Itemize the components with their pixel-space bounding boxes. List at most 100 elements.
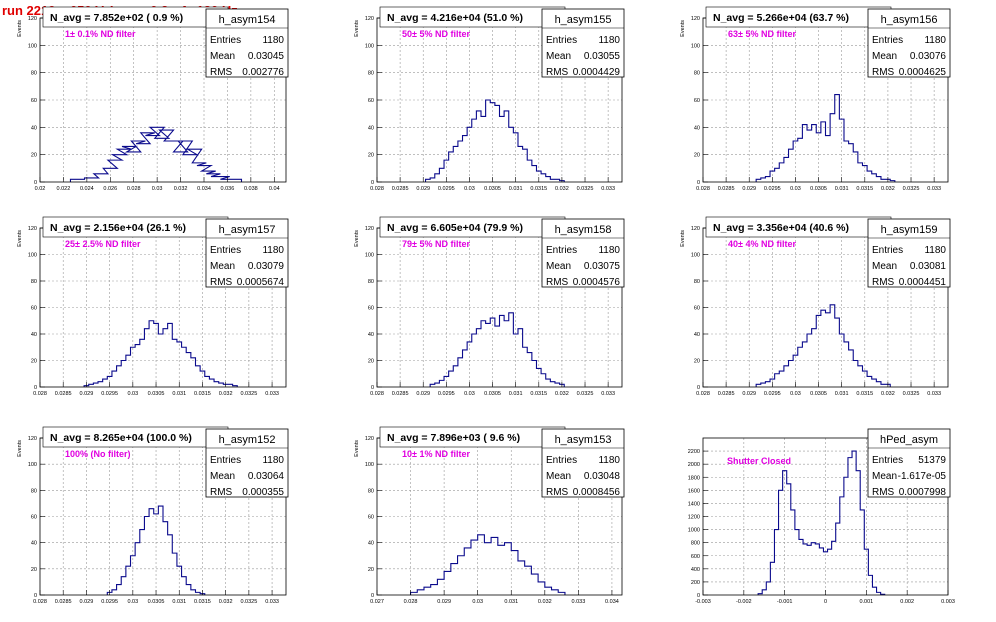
x-tick-label: 0.024 [80, 186, 94, 192]
x-tick-label: 0.029 [416, 186, 430, 192]
y-tick-label: 60 [368, 98, 374, 104]
y-tick-label: 20 [31, 359, 37, 365]
y-tick-label: 20 [694, 153, 700, 159]
y-tick-label: 120 [691, 226, 700, 232]
y-tick-label: 20 [31, 567, 37, 573]
x-tick-label: 0.027 [370, 599, 384, 605]
plot-title: N_avg = 8.265e+04 (100.0 %) [50, 432, 192, 444]
histogram-pad-h_asym159: 0.028 0.0285 0.029 0.0295 0.03 0.0305 0.031 0.0… [680, 216, 951, 397]
x-tick-label: 0.03 [127, 599, 138, 605]
y-tick-label: 80 [694, 279, 700, 285]
stats-key: RMS [872, 277, 895, 288]
x-tick-label: 0.028 [33, 599, 47, 605]
x-tick-label: 0.04 [269, 186, 280, 192]
x-tick-label: 0.0315 [856, 391, 873, 397]
stats-key: RMS [210, 277, 233, 288]
x-tick-label: 0.0315 [530, 186, 547, 192]
y-tick-label: 60 [31, 306, 37, 312]
stats-box [541, 8, 625, 78]
stats-value: 0.0008456 [573, 487, 621, 498]
x-tick-label: 0.033 [601, 391, 615, 397]
stats-name: h_asym152 [219, 434, 276, 446]
filter-note: 40± 4% ND filter [728, 239, 796, 249]
filter-note: 100% (No filter) [65, 449, 131, 459]
stats-value: 0.03045 [248, 51, 285, 62]
stats-key: Mean [210, 261, 235, 272]
x-tick-label: 0.0285 [718, 186, 735, 192]
y-axis-label: Events [354, 440, 360, 457]
y-tick-label: 1600 [688, 488, 700, 494]
x-tick-label: 0.028 [33, 391, 47, 397]
stats-key: Mean [546, 261, 571, 272]
y-tick-label: 80 [368, 488, 374, 494]
y-tick-label: 100 [691, 43, 700, 49]
x-tick-label: 0.001 [859, 599, 873, 605]
x-tick-label: 0.038 [244, 186, 258, 192]
x-tick-label: 0.03 [790, 391, 801, 397]
y-tick-label: 100 [365, 43, 374, 49]
y-tick-label: 80 [368, 71, 374, 77]
stats-key: Mean [872, 261, 897, 272]
x-tick-label: 0.0315 [530, 391, 547, 397]
y-tick-label: 40 [31, 332, 37, 338]
filter-note: 10± 1% ND filter [402, 449, 470, 459]
x-tick-label: 0.036 [221, 186, 235, 192]
stats-name: h_asym153 [555, 434, 612, 446]
stats-value: 0.0007998 [899, 487, 947, 498]
histogram-series [106, 505, 206, 595]
x-tick-label: 0.0315 [856, 186, 873, 192]
stats-box [867, 218, 951, 288]
stats-name: h_asym156 [881, 14, 938, 26]
y-tick-label: 100 [365, 253, 374, 259]
histogram-pad-hPed_asym: -0.003 -0.002 -0.001 0 0.001 0.002 0.003 0 200 40… [688, 428, 955, 605]
plot-title: N_avg = 7.852e+02 ( 0.9 %) [50, 12, 183, 24]
x-tick-label: 0.031 [835, 391, 849, 397]
stats-key: Mean [546, 51, 571, 62]
x-tick-label: 0.031 [172, 599, 186, 605]
histogram-pad-h_asym153: 0.027 0.028 0.029 0.03 0.031 0.032 0.033 0.034 0… [354, 426, 625, 605]
stats-box [205, 218, 289, 288]
x-tick-label: 0.028 [370, 186, 384, 192]
y-tick-label: 80 [31, 488, 37, 494]
stats-value: 1180 [262, 245, 284, 256]
x-tick-label: 0.029 [80, 391, 94, 397]
plot-title: N_avg = 2.156e+04 (26.1 %) [50, 222, 186, 234]
x-tick-label: 0.032 [881, 391, 895, 397]
y-tick-label: 120 [28, 16, 37, 22]
y-tick-label: 1800 [688, 475, 700, 481]
y-tick-label: 40 [694, 332, 700, 338]
x-tick-label: 0.029 [742, 186, 756, 192]
stats-box [541, 218, 625, 288]
stats-name: h_asym157 [219, 224, 276, 236]
y-tick-label: 40 [694, 125, 700, 131]
x-tick-label: 0.0285 [55, 599, 72, 605]
histogram-pad-h_asym156: 0.028 0.0285 0.029 0.0295 0.03 0.0305 0.031 0.0… [680, 6, 951, 192]
x-tick-label: 0.026 [103, 186, 117, 192]
x-tick-label: 0.028 [370, 391, 384, 397]
y-tick-label: 40 [31, 541, 37, 547]
y-tick-label: 60 [31, 98, 37, 104]
x-tick-label: 0.031 [509, 391, 523, 397]
stats-key: Mean [872, 51, 897, 62]
x-tick-label: 0.033 [927, 186, 941, 192]
y-tick-label: 100 [691, 253, 700, 259]
y-tick-label: 1000 [688, 528, 700, 534]
y-tick-label: 60 [694, 306, 700, 312]
y-tick-label: 40 [368, 332, 374, 338]
y-axis-label: Events [354, 230, 360, 247]
histogram-series [410, 534, 566, 595]
x-tick-label: 0.028 [127, 186, 141, 192]
y-tick-label: 600 [691, 554, 700, 560]
x-tick-label: 0.0325 [577, 186, 594, 192]
x-tick-label: -0.003 [695, 599, 711, 605]
stats-box [541, 428, 625, 498]
y-tick-label: 0 [371, 593, 374, 599]
x-tick-label: 0.032 [219, 391, 233, 397]
x-tick-label: 0.03 [790, 186, 801, 192]
histogram-series [83, 320, 238, 387]
y-tick-label: 400 [691, 567, 700, 573]
y-tick-label: 40 [368, 541, 374, 547]
stats-name: h_asym155 [555, 14, 612, 26]
y-tick-label: 80 [31, 71, 37, 77]
y-tick-label: 100 [28, 253, 37, 259]
